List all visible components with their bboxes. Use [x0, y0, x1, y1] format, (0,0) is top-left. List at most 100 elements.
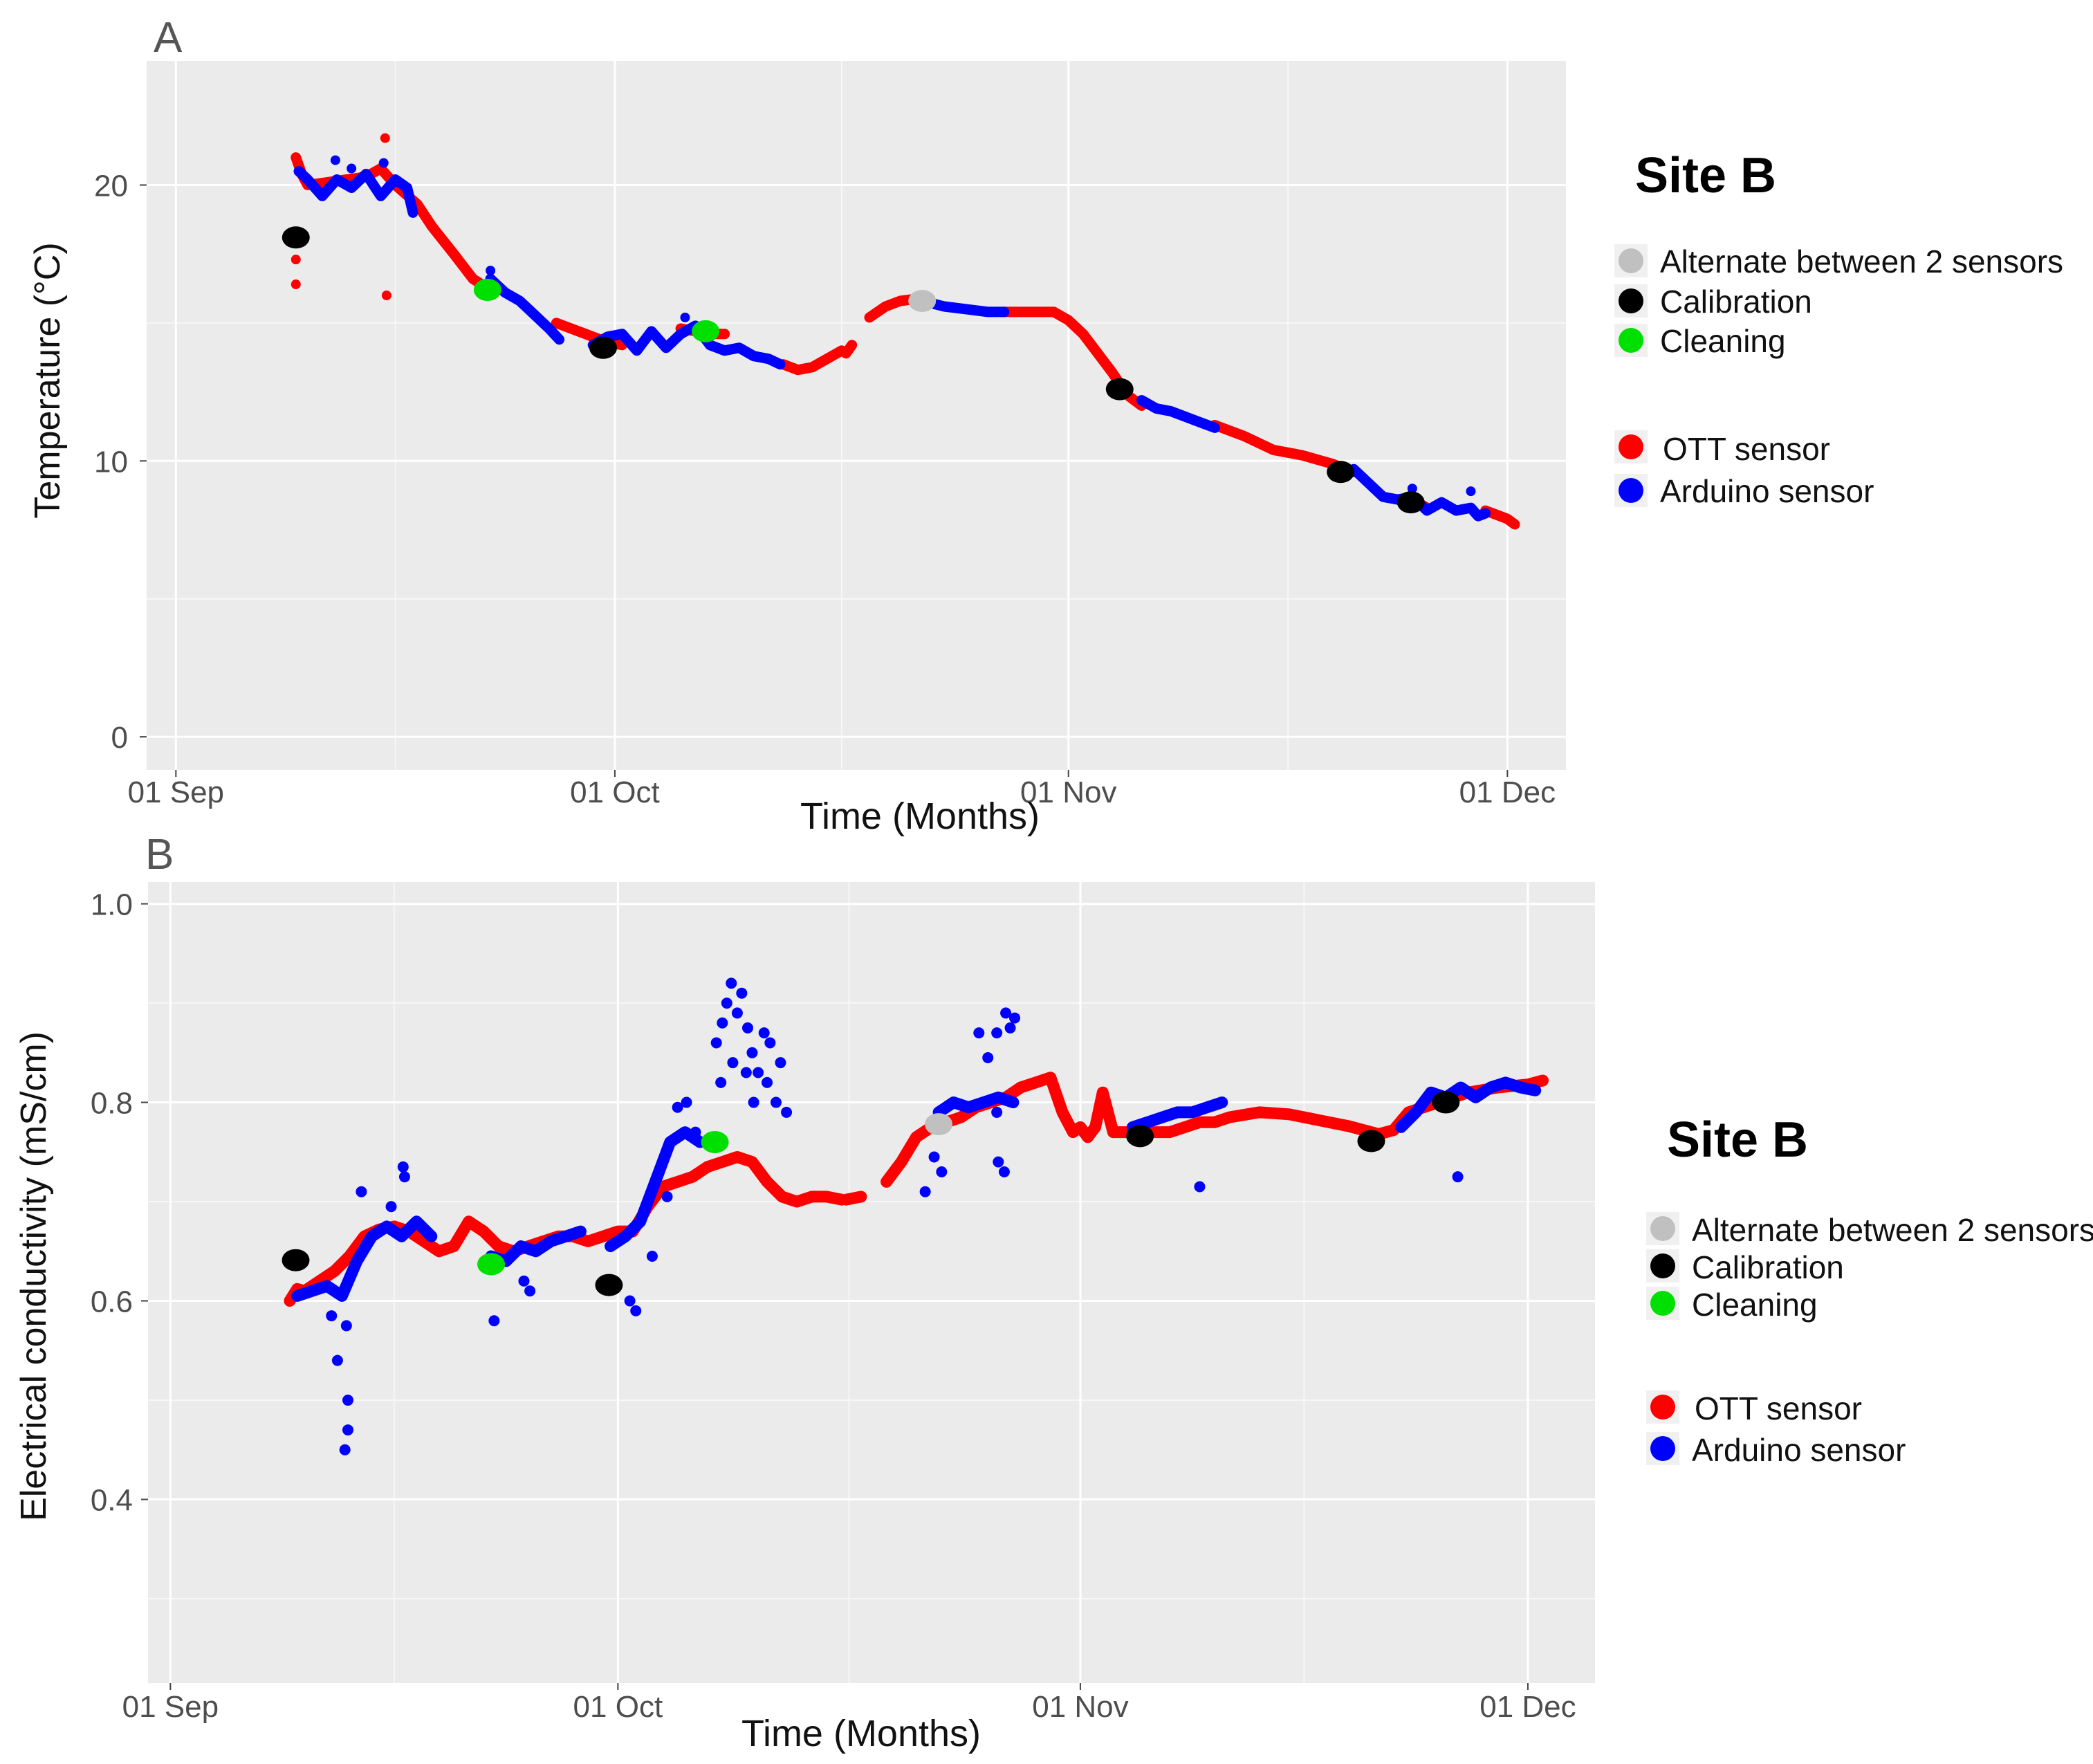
y-axis-label-a: Temperature (°C) [28, 242, 68, 518]
legend-label-ott-b: OTT sensor [1695, 1390, 1862, 1426]
arduino-sensor-point [919, 1186, 931, 1197]
arduino-sensor-trace [1348, 463, 1491, 522]
arduino-sensor-point [715, 1076, 727, 1088]
arduino-sensor-point [646, 1250, 658, 1262]
series-b [284, 977, 1549, 1455]
x-axis-label-a: Time (Months) [800, 796, 1040, 837]
ott-sensor-trace [777, 345, 847, 376]
arduino-sensor-point [721, 998, 732, 1009]
legend-title-a: Site B [1635, 148, 1776, 203]
cleaning-event-marker [473, 279, 501, 302]
y-tick-label: 0.8 [91, 1087, 133, 1121]
ott-sensor-point [291, 255, 301, 265]
calibration-event-marker [589, 336, 618, 359]
x-tick-label: 01 Nov [1020, 775, 1116, 809]
y-tick-label: 1.0 [91, 888, 133, 922]
arduino-sensor-point [736, 987, 748, 999]
calibration-event-marker [1357, 1130, 1385, 1152]
arduino-sensor-point [726, 977, 737, 989]
arduino-sensor-point [1452, 1171, 1464, 1183]
arduino-sensor-point [342, 1424, 353, 1436]
y-ticks-a: 0 10 20 [94, 169, 147, 755]
arduino-sensor-trace [1126, 1096, 1228, 1133]
arduino-sensor-point [936, 1166, 948, 1178]
arduino-sensor-point [331, 1354, 343, 1366]
arduino-sensor-point [624, 1295, 636, 1307]
arduino-sensor-point [398, 1171, 410, 1183]
x-ticks-a: 01 Sep 01 Oct 01 Nov 01 Dec [128, 770, 1556, 809]
legend-key-ott-b [1650, 1395, 1675, 1420]
panel-label-a: A [154, 14, 183, 62]
arduino-sensor-point [486, 266, 496, 276]
y-tick-label: 0.6 [91, 1285, 133, 1319]
arduino-sensor-point [524, 1285, 536, 1297]
cleaning-event-marker [477, 1253, 506, 1276]
arduino-sensor-point [928, 1151, 940, 1163]
arduino-sensor-point [397, 1161, 409, 1173]
legend-b: Site B Alternate between 2 sensors Calib… [1646, 1112, 2093, 1468]
arduino-sensor-point [342, 1395, 353, 1406]
arduino-sensor-point [1194, 1181, 1206, 1193]
legend-label-alternate-b: Alternate between 2 sensors [1692, 1212, 2093, 1248]
arduino-sensor-trace [293, 166, 418, 218]
ott-sensor-point [381, 291, 391, 301]
calibration-event-marker [1432, 1091, 1460, 1114]
arduino-sensor-point [770, 1096, 782, 1108]
legend-label-arduino-b: Arduino sensor [1692, 1432, 1906, 1468]
arduino-sensor-point [340, 1320, 352, 1332]
arduino-sensor-trace [1395, 1076, 1542, 1133]
arduino-sensor-point [690, 1126, 701, 1138]
legend-title-b: Site B [1667, 1112, 1808, 1168]
legend-label-cleaning: Cleaning [1660, 323, 1786, 359]
arduino-sensor-point [993, 1156, 1004, 1168]
grid-a [147, 61, 1566, 770]
arduino-sensor-trace [291, 1215, 438, 1302]
y-tick-label: 0.4 [91, 1484, 133, 1518]
x-tick-label: 01 Nov [1032, 1690, 1128, 1724]
alternate-between-2-sensors-event-marker [925, 1113, 953, 1136]
arduino-sensor-point [385, 1201, 397, 1213]
ott-sensor-trace [1480, 505, 1520, 530]
arduino-sensor-point [681, 1096, 692, 1108]
arduino-sensor-point [356, 1186, 367, 1197]
arduino-sensor-point [1009, 1012, 1021, 1024]
ott-sensor-trace [840, 340, 858, 359]
arduino-sensor-point [740, 1067, 752, 1078]
arduino-sensor-point [973, 1027, 985, 1039]
arduino-sensor-trace [916, 295, 1010, 318]
arduino-sensor-trace [587, 320, 786, 370]
arduino-sensor-point [717, 1017, 728, 1029]
arduino-sensor-point [748, 1096, 759, 1108]
arduino-sensor-point [347, 163, 357, 174]
grid-b [148, 882, 1595, 1683]
calibration-event-marker [1327, 461, 1355, 484]
legend-key-cleaning-b [1650, 1291, 1675, 1316]
ott-sensor-point [380, 133, 390, 143]
arduino-sensor-trace [485, 1225, 587, 1267]
arduino-sensor-point [991, 1027, 1003, 1039]
calibration-event-marker [282, 226, 310, 249]
x-axis-label-b: Time (Months) [741, 1713, 981, 1754]
legend-label-calibration: Calibration [1660, 284, 1812, 320]
panel-b: B 0.40.60.81.0 01 Sep 01 Oct 01 Nov 01 Dec … [14, 831, 2093, 1754]
arduino-sensor-point [710, 1037, 722, 1049]
y-tick-label: 0 [111, 721, 128, 755]
arduino-sensor-point [775, 1057, 786, 1069]
arduino-sensor-point [378, 158, 389, 168]
legend-key-ott [1619, 434, 1643, 459]
arduino-sensor-point [672, 1101, 683, 1113]
arduino-sensor-point [746, 1047, 758, 1058]
legend-label-arduino: Arduino sensor [1660, 473, 1874, 509]
x-tick-label: 01 Oct [573, 1690, 663, 1724]
arduino-sensor-trace [605, 1126, 706, 1253]
arduino-sensor-point [1000, 1007, 1012, 1019]
arduino-sensor-point [781, 1106, 793, 1118]
x-tick-label: 01 Oct [570, 775, 660, 809]
x-tick-label: 01 Sep [122, 1690, 219, 1724]
legend-key-calibration [1619, 288, 1643, 313]
legend-key-calibration-b [1650, 1253, 1675, 1278]
x-tick-label: 01 Dec [1479, 1690, 1576, 1724]
y-tick-label: 20 [94, 169, 128, 203]
legend-key-arduino [1619, 478, 1643, 503]
